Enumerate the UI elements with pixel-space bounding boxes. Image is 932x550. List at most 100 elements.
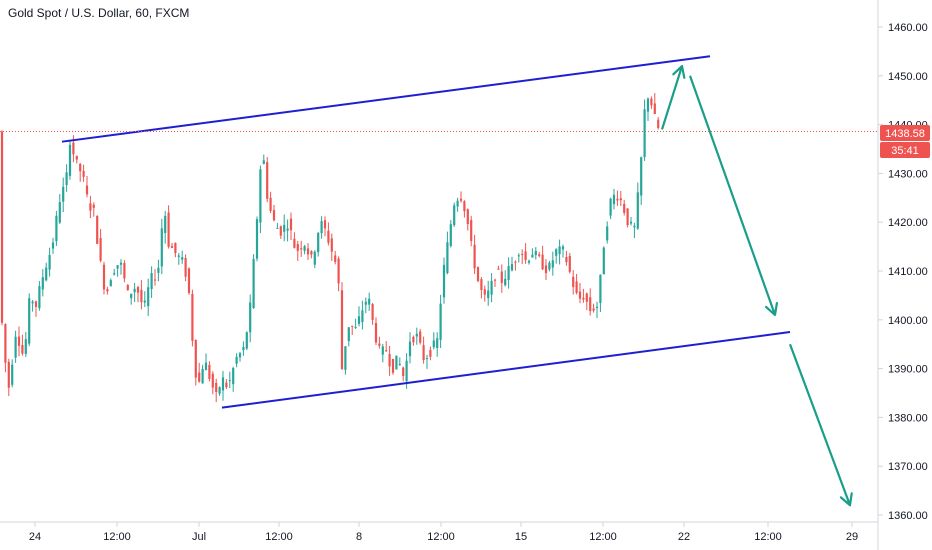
candle-body (272, 210, 276, 221)
candle-body (408, 341, 412, 357)
x-tick-label: 15 (515, 531, 527, 543)
candle-body (164, 215, 167, 233)
candle-body (476, 267, 480, 281)
candle-body (606, 226, 609, 241)
candle-body (225, 382, 228, 388)
candle-body (249, 302, 252, 333)
candle-body (653, 103, 656, 115)
candle-body (378, 343, 381, 346)
candle-body (136, 287, 140, 293)
countdown-value: 35:41 (891, 145, 919, 157)
candle-body (174, 242, 177, 254)
candle-body (177, 255, 180, 257)
candle-body (204, 362, 208, 371)
candle-body (354, 326, 357, 329)
candle-body (65, 172, 68, 185)
candle-body (548, 262, 551, 270)
candle-body (45, 267, 48, 281)
candle-body (41, 277, 44, 290)
x-tick-label: 29 (846, 531, 858, 543)
candle-body (432, 340, 435, 348)
candle-body (480, 279, 483, 291)
candle-body (514, 261, 517, 263)
forecast-arrow-head (672, 64, 686, 79)
candle-body (259, 169, 262, 223)
x-tick-label: 12:00 (754, 531, 782, 543)
candle-body (347, 327, 350, 342)
price-axis[interactable]: 1360.00 1370.00 1380.00 1390.00 1400.00 1410.… (877, 0, 928, 550)
candle-body (4, 324, 7, 363)
candle-body (160, 228, 163, 267)
candle-body (68, 144, 72, 176)
candle-body (187, 268, 191, 293)
y-tick-label: 1370.00 (888, 461, 928, 473)
candle-body (531, 254, 534, 258)
candle-body (126, 284, 129, 291)
candle-body (510, 264, 514, 271)
candle-body (140, 289, 143, 303)
candle-body (453, 205, 456, 226)
candle-body (541, 254, 544, 270)
y-tick-label: 1390.00 (888, 364, 928, 376)
x-tick-label: 22 (678, 531, 690, 543)
candle-body (391, 358, 395, 373)
candle-body (96, 215, 99, 244)
candle-body (555, 249, 558, 256)
candle-body (143, 300, 146, 303)
candle-body (55, 215, 58, 242)
candle-body (636, 192, 639, 229)
candle-body (28, 298, 31, 344)
candle-body (181, 257, 184, 260)
candle-body (24, 339, 27, 354)
candle-body (82, 170, 85, 177)
forecast-arrow-shaft (660, 65, 684, 130)
candle-body (317, 232, 320, 253)
candle-body (504, 278, 507, 286)
candle-body (116, 265, 119, 269)
candle-body (585, 293, 588, 302)
candle-body (412, 336, 415, 343)
candle-body (463, 201, 466, 212)
candle-body (330, 238, 333, 252)
candle-body (293, 238, 296, 248)
x-tick-label: 12:00 (103, 531, 131, 543)
candle-body (558, 246, 561, 255)
candle-body (643, 109, 646, 158)
candle-body (289, 218, 293, 231)
candle-body (334, 255, 337, 262)
candle-body (262, 160, 265, 164)
channel-upper-line (61, 55, 711, 143)
y-tick-label: 1450.00 (888, 71, 928, 83)
candle-body (170, 246, 174, 248)
channel-lower-line (221, 331, 791, 409)
candle-body (640, 157, 643, 196)
candle-body (398, 363, 401, 365)
x-tick-label: 12:00 (427, 531, 455, 543)
candle-body (368, 298, 371, 305)
candle-body (252, 258, 255, 309)
candle-body (351, 325, 354, 327)
candle-body (92, 204, 95, 208)
candle-body (286, 228, 289, 231)
y-tick-label: 1430.00 (888, 168, 928, 180)
candle-body (62, 186, 65, 202)
candle-body (235, 356, 238, 364)
candle-body (385, 350, 388, 352)
candle-body (650, 98, 653, 106)
candle-body (157, 267, 160, 273)
forecast-arrow-head (764, 301, 778, 317)
candle-body (534, 250, 537, 256)
candle-body (357, 316, 361, 324)
x-tick-label: Jul (192, 531, 206, 543)
candle-body (490, 280, 493, 295)
candle-body (466, 209, 469, 225)
candle-body (425, 358, 429, 360)
candle-body (337, 258, 340, 284)
candle-body (575, 281, 578, 293)
y-tick-label: 1400.00 (888, 315, 928, 327)
time-axis[interactable]: 24 12:00 Jul 12:00 8 12:00 15 12:00 22 12:00 29 (0, 521, 878, 543)
candle-body (215, 382, 218, 392)
y-tick-label: 1460.00 (888, 22, 928, 34)
candle-body (602, 247, 605, 275)
